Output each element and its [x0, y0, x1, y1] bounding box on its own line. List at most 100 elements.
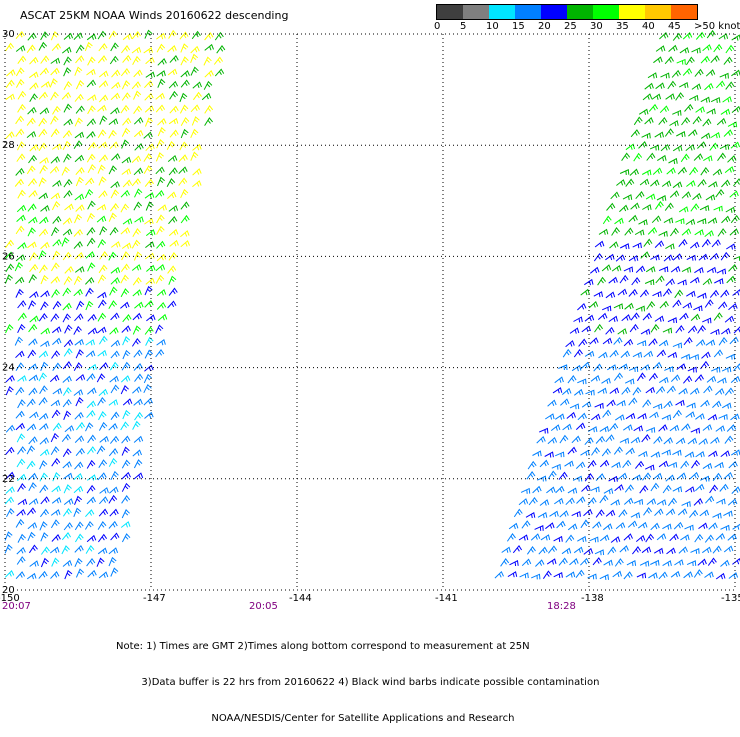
wind-barb	[52, 558, 59, 566]
wind-barb	[689, 96, 698, 101]
wind-barb	[51, 520, 59, 528]
wind-barb	[622, 388, 630, 395]
wind-barb	[144, 219, 153, 224]
wind-barb	[683, 303, 692, 308]
wind-barb	[86, 178, 94, 185]
wind-barb	[40, 108, 49, 114]
wind-barb	[75, 522, 83, 530]
wind-barb	[615, 559, 623, 566]
wind-barb	[88, 571, 97, 577]
wind-barb	[705, 572, 714, 577]
wind-barb	[660, 106, 669, 113]
wind-barb	[27, 424, 36, 430]
wind-barb	[193, 169, 202, 175]
wind-barb	[686, 291, 695, 296]
wind-barb	[5, 545, 12, 553]
wind-barb	[690, 473, 699, 479]
wind-barb	[705, 535, 713, 542]
wind-barb	[716, 426, 725, 431]
wind-barb	[51, 92, 59, 100]
wind-barb	[717, 378, 726, 383]
wind-barb	[603, 410, 611, 417]
wind-barb	[635, 230, 644, 235]
wind-barb	[657, 500, 666, 505]
wind-barb	[18, 400, 26, 408]
wind-barb	[726, 208, 735, 213]
wind-barb	[86, 351, 95, 357]
wind-barb	[51, 32, 58, 40]
wind-barb	[181, 216, 189, 223]
wind-barb	[720, 485, 728, 492]
wind-barb	[640, 179, 649, 185]
wind-barb	[686, 181, 695, 187]
wind-barb	[682, 229, 691, 235]
wind-barb	[133, 326, 140, 334]
wind-barb	[132, 32, 140, 39]
wind-barb	[146, 202, 153, 210]
wind-barb	[602, 449, 610, 456]
wind-barb	[158, 59, 167, 65]
wind-barb	[577, 379, 586, 384]
wind-barb	[40, 341, 49, 346]
wind-barb	[29, 339, 38, 345]
wind-barb	[157, 227, 165, 235]
wind-barb	[99, 81, 108, 87]
wind-barb	[670, 191, 679, 197]
wind-barb	[53, 389, 62, 394]
wind-barb	[192, 117, 199, 125]
wind-barb	[39, 229, 48, 236]
wind-barb	[568, 376, 576, 383]
wind-barb	[708, 415, 717, 420]
wind-barb	[63, 218, 72, 224]
wind-barb	[673, 34, 681, 41]
wind-barb	[673, 300, 681, 307]
wind-barb	[543, 571, 551, 579]
wind-barb	[98, 293, 107, 298]
wind-barb	[631, 438, 640, 443]
wind-barb	[39, 143, 47, 151]
lat-tick-label: 26	[2, 251, 15, 262]
wind-barb	[600, 427, 609, 432]
wind-barb	[562, 549, 571, 554]
wind-barb	[731, 450, 740, 455]
wind-barb	[706, 195, 715, 200]
wind-barb	[533, 451, 542, 456]
wind-barb	[133, 450, 142, 456]
wind-barb	[146, 72, 155, 77]
wind-barb	[668, 353, 677, 358]
wind-barb	[85, 190, 93, 198]
wind-barb	[606, 292, 615, 298]
wind-barb	[6, 44, 14, 52]
wind-barb	[595, 550, 604, 555]
wind-barb	[686, 220, 695, 225]
wind-barb	[679, 240, 687, 247]
wind-barb	[710, 485, 718, 493]
wind-barb	[134, 437, 143, 443]
wind-barb	[100, 227, 107, 235]
wind-barb	[53, 217, 61, 224]
wind-barb	[645, 465, 654, 470]
wind-barb	[708, 451, 717, 456]
wind-barb	[553, 388, 562, 393]
wind-barb	[714, 206, 723, 211]
wind-barb	[30, 561, 39, 566]
wind-barb	[629, 398, 637, 405]
wind-barb	[568, 488, 577, 493]
wind-barb	[109, 496, 117, 504]
wind-barb	[40, 166, 48, 174]
wind-barb	[18, 313, 26, 320]
wind-barb	[122, 326, 131, 332]
wind-barb	[641, 252, 650, 258]
wind-barb	[132, 265, 141, 271]
wind-barb	[572, 366, 581, 371]
wind-barb	[623, 195, 632, 200]
wind-barb	[205, 118, 213, 126]
wind-barb	[86, 302, 93, 310]
wind-barb	[158, 79, 165, 87]
wind-barb	[16, 68, 24, 76]
wind-barb	[98, 32, 106, 40]
wind-barb	[562, 389, 571, 395]
wind-barb	[618, 289, 627, 295]
wind-barb	[625, 485, 633, 492]
wind-barb	[87, 132, 96, 139]
